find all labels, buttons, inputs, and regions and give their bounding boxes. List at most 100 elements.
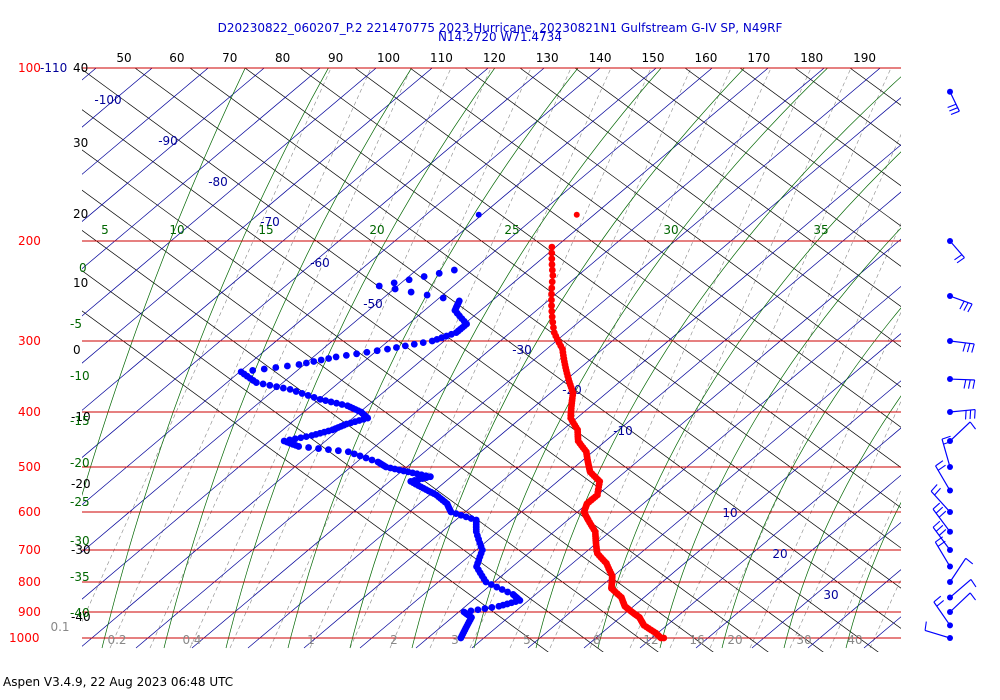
dewpoint-trace-point	[488, 604, 496, 611]
chart-title-line2: N14.2720 W71.4734	[438, 30, 562, 44]
dry-adiabat	[849, 68, 901, 106]
temperature-trace-point	[548, 284, 556, 292]
moist-adiabat-label: -25	[70, 495, 90, 509]
dewpoint-trace-point	[302, 433, 310, 441]
dewpoint-trace-point	[368, 456, 376, 464]
mixing-ratio-line	[149, 68, 412, 649]
isotherm-label: 20	[772, 547, 787, 561]
isotherm	[82, 68, 97, 81]
pressure-label: 300	[18, 334, 41, 348]
moist-adiabat-label: -20	[70, 456, 90, 470]
isotherm	[695, 474, 901, 649]
dewpoint-trace-point	[322, 397, 330, 405]
isotherm	[863, 616, 901, 649]
pressure-label: 500	[18, 460, 41, 474]
dewpoint-trace-point	[481, 605, 489, 612]
dewpoint-trace-point	[310, 358, 318, 365]
wind-barb-staff	[949, 557, 967, 583]
wind-barb-base	[947, 376, 953, 383]
dry-adiabat	[464, 68, 901, 388]
mixing-ratio-label: 5	[523, 633, 531, 647]
dry-adiabat	[684, 68, 901, 227]
top-axis-tick: 180	[800, 51, 823, 65]
isotherm	[82, 68, 489, 411]
top-axis-tick: 70	[222, 51, 237, 65]
dewpoint-trace-point	[391, 285, 399, 293]
pressure-label: 600	[18, 505, 41, 519]
dewpoint-trace-point	[295, 443, 303, 450]
temperature-trace-point	[548, 261, 556, 268]
wind-barb-flag	[938, 510, 947, 518]
dewpoint-trace-point	[435, 269, 443, 277]
mixing-ratio-line	[549, 68, 812, 649]
temperature-trace-point	[549, 272, 557, 279]
isotherm	[82, 68, 433, 364]
isotherm-label: -100	[94, 93, 121, 107]
isotherm	[82, 68, 209, 175]
moist-adiabat-label: -40	[70, 606, 90, 620]
pressure-label: 700	[18, 543, 41, 557]
moist-adiabat	[721, 307, 901, 649]
dry-adiabat	[574, 68, 901, 307]
wind-barb-flag	[935, 506, 944, 514]
dewpoint-trace-point	[487, 581, 495, 588]
wind-barb-flag	[935, 460, 944, 467]
dewpoint-trace-point	[305, 444, 312, 451]
dry-adiabat	[82, 310, 549, 652]
moist-adiabat	[163, 68, 413, 649]
moist-adiabat-top-label: 10	[169, 223, 184, 237]
dry-adiabat	[299, 68, 901, 509]
isotherm-label: -50	[363, 297, 383, 311]
wind-barb-base	[947, 464, 953, 470]
temperature-trace-point	[548, 266, 556, 274]
dry-adiabat	[794, 68, 901, 146]
wind-barb-flag	[943, 440, 953, 445]
wind-barb-staff	[934, 541, 951, 567]
mixing-ratio-label: 16	[689, 633, 704, 647]
dewpoint-trace-point	[252, 379, 260, 386]
wind-barb-staff	[949, 91, 960, 112]
mixing-ratio-label: 1	[307, 633, 315, 647]
wind-barb-flag	[938, 529, 947, 536]
dewpoint-trace-point	[474, 606, 482, 614]
dewpoint-trace-point	[356, 452, 364, 460]
dewpoint-trace-point	[344, 448, 352, 456]
isotherm-label: 30	[823, 588, 838, 602]
dewpoint-trace-point	[297, 434, 305, 442]
wind-barb-flag	[956, 257, 965, 264]
wind-barb-base	[947, 338, 953, 344]
left-axis-label: -30	[71, 543, 91, 557]
left-axis-label: 40	[73, 61, 88, 75]
dry-adiabat	[739, 68, 901, 187]
temperature-trace-point	[548, 255, 556, 263]
plot-area	[82, 58, 1000, 652]
moist-adiabat-label: 0	[79, 261, 87, 275]
moist-adiabat-top-label: 25	[504, 223, 519, 237]
pressure-label-secondary: -110	[40, 61, 67, 75]
dewpoint-trace-point	[482, 578, 490, 586]
temperature-trace-point	[550, 324, 557, 331]
isotherm	[82, 68, 321, 270]
dry-adiabat	[629, 68, 901, 267]
wind-barb-base	[947, 594, 953, 601]
moist-adiabat	[659, 227, 901, 649]
isotherm	[976, 58, 1000, 648]
pressure-label: 100	[18, 61, 41, 75]
isotherm	[415, 238, 901, 649]
dewpoint-trace-point	[273, 383, 280, 391]
mixing-ratio-label: 0.4	[182, 633, 201, 647]
top-axis-tick: 60	[169, 51, 184, 65]
top-axis-tick: 90	[328, 51, 343, 65]
moist-adiabat	[287, 68, 579, 649]
isotherm	[82, 68, 265, 222]
dewpoint-trace-point	[325, 355, 333, 362]
dewpoint-trace	[237, 266, 524, 642]
temperature-trace-point	[548, 296, 555, 304]
dewpoint-trace-point	[373, 347, 381, 355]
mixing-ratio-label: 8	[593, 633, 601, 647]
top-axis-tick: 50	[116, 51, 131, 65]
dry-adiabat	[82, 230, 659, 652]
dewpoint-trace-point	[308, 432, 316, 439]
wind-barb-flag	[966, 343, 971, 353]
mixing-ratio-line	[910, 68, 1000, 648]
